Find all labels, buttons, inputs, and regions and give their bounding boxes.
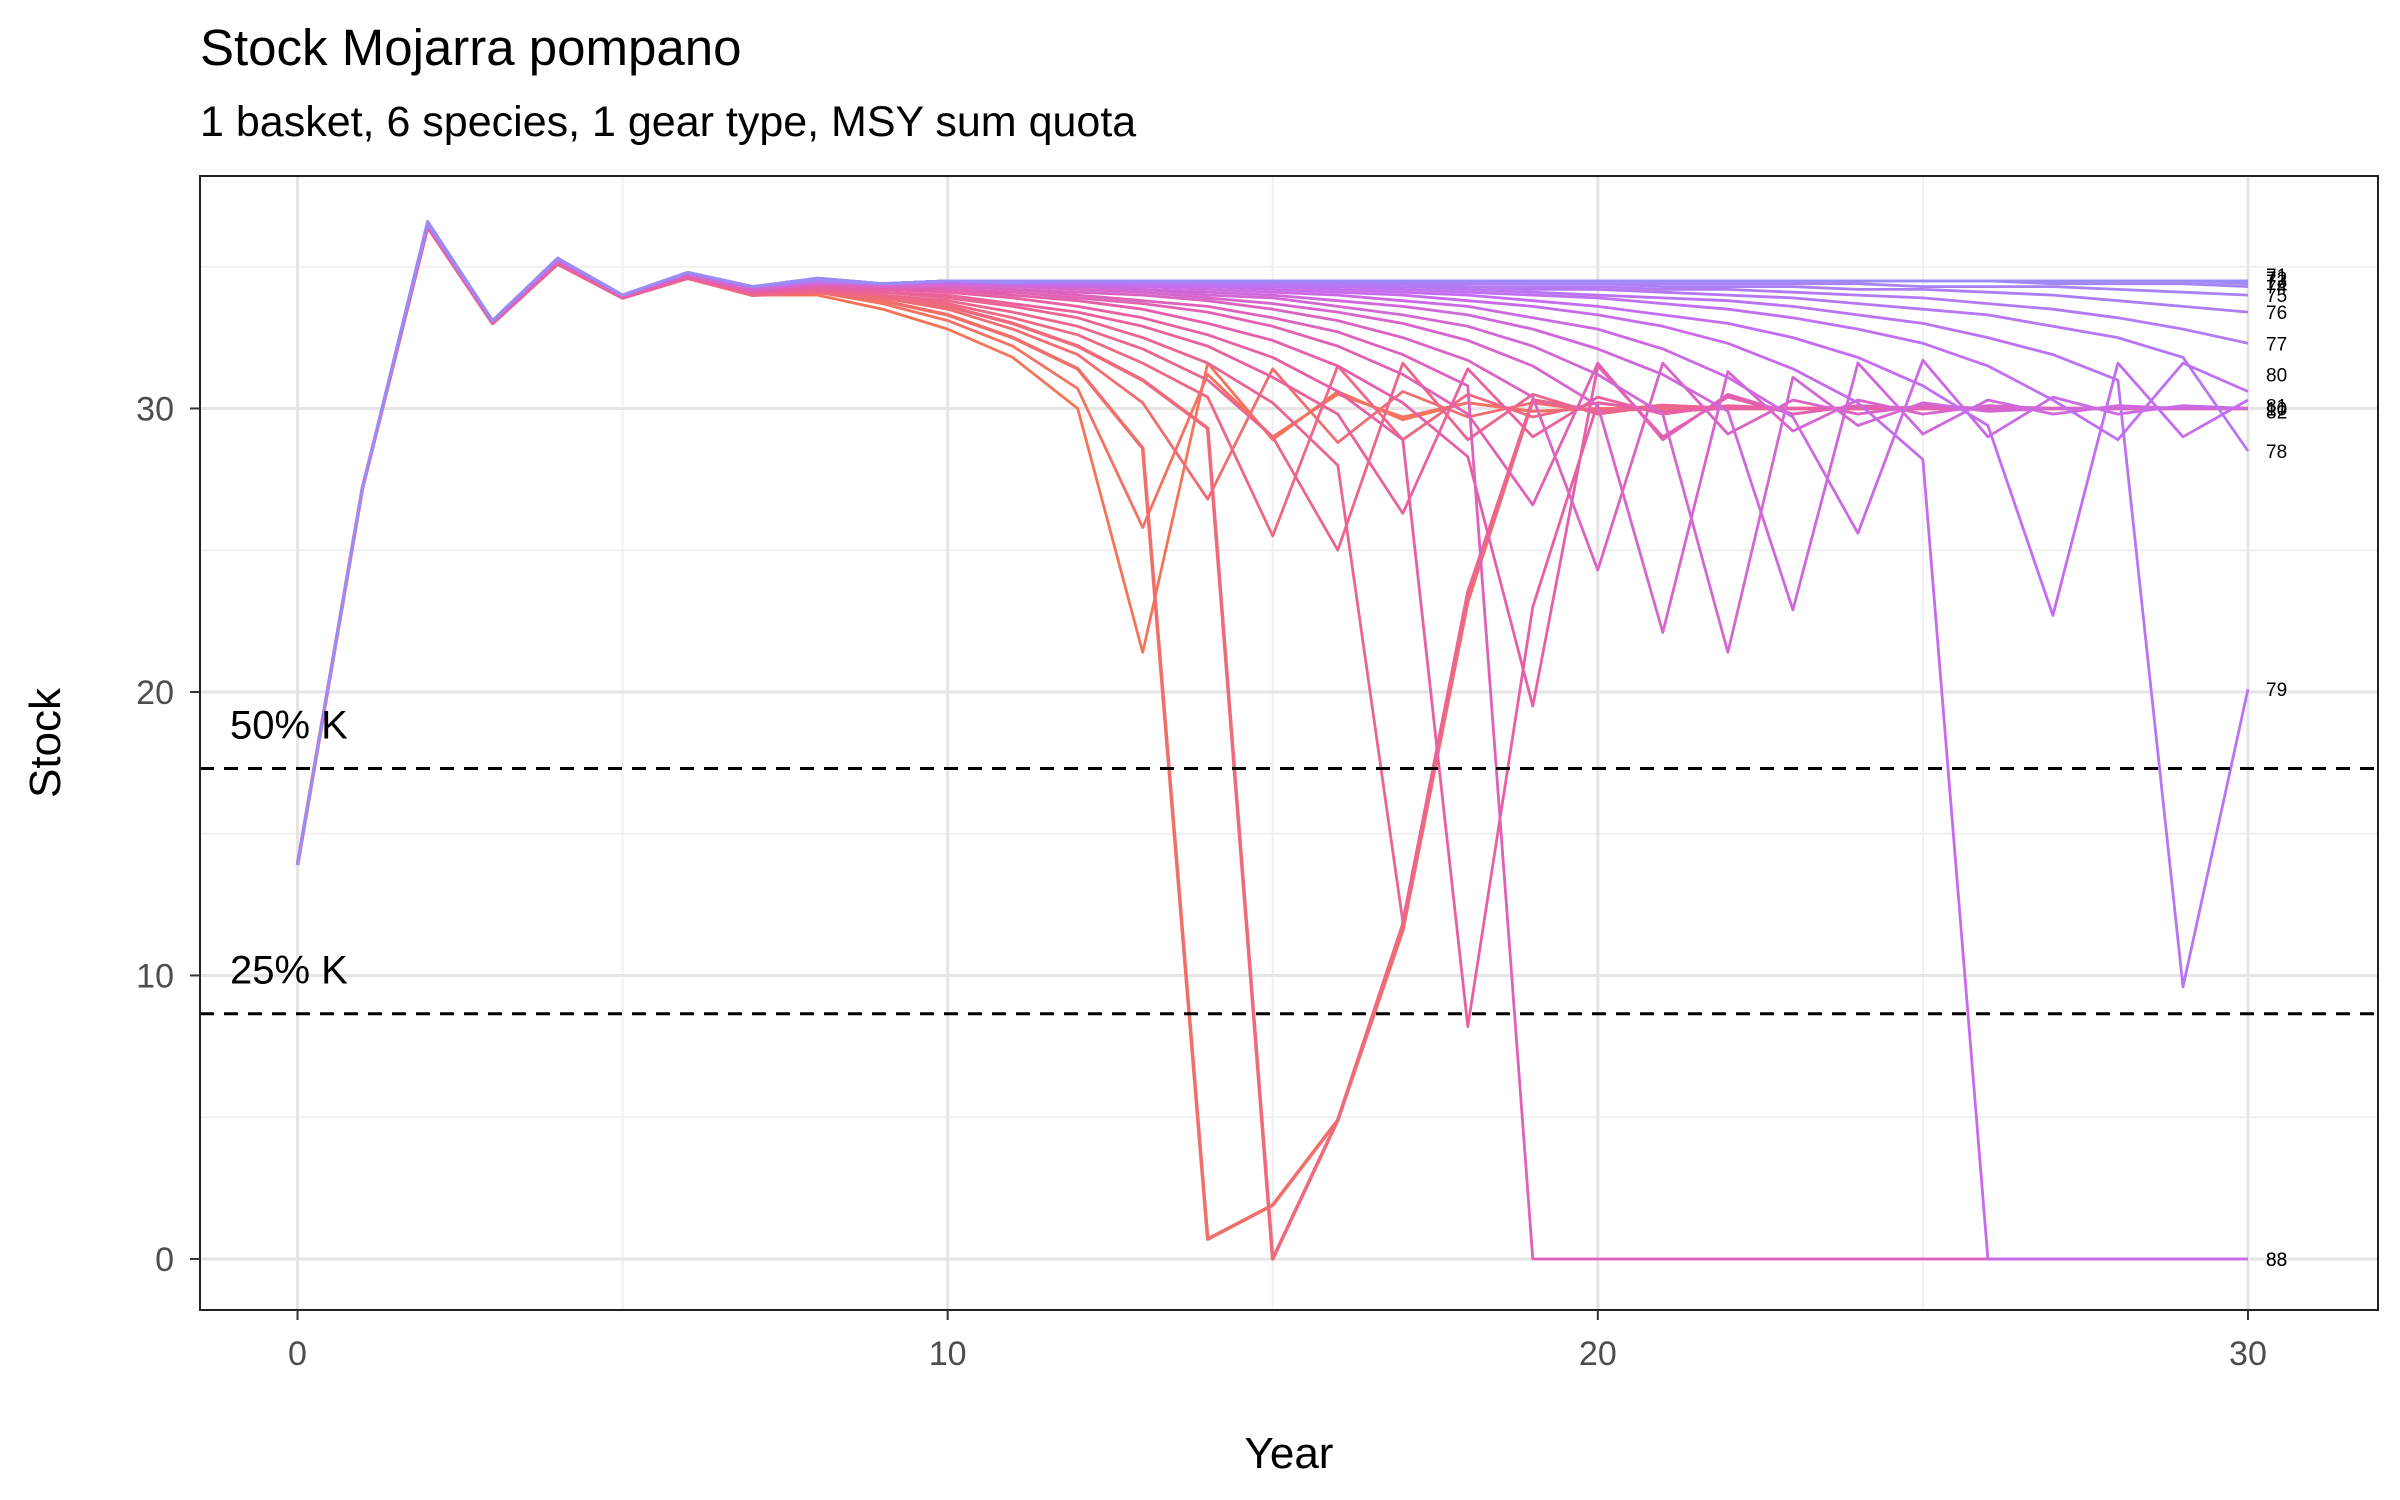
series-end-label: 82	[2266, 402, 2287, 423]
reference-line-label: 25% K	[230, 949, 348, 993]
y-tick-label: 20	[136, 674, 174, 712]
chart-title: Stock Mojarra pompano	[200, 19, 742, 76]
series-end-label: 77	[2266, 334, 2287, 355]
series-end-label: 76	[2266, 303, 2287, 324]
y-tick-label: 0	[155, 1241, 174, 1279]
series-end-label: 74	[2266, 278, 2288, 299]
series-end-label: 71	[2266, 266, 2287, 287]
series-line	[296, 219, 2248, 866]
y-tick-label: 10	[136, 957, 174, 995]
series-end-label: 81	[2266, 397, 2287, 418]
series-end-label: 10	[2266, 399, 2287, 420]
series-end-label: 80	[2266, 365, 2287, 386]
y-tick-label: 30	[136, 390, 174, 428]
axes: 0 10 20 30 0 10 20 30	[136, 390, 2267, 1373]
series-end-label: 72	[2266, 269, 2287, 290]
x-tick-label: 0	[288, 1335, 307, 1373]
reference-lines: 50% K 25% K	[200, 704, 2378, 1016]
y-axis-title: Stock	[21, 687, 70, 798]
grid-lines	[200, 176, 2378, 1310]
series-end-label: 83	[2266, 1250, 2287, 1271]
x-axis-title: Year	[1245, 1429, 1334, 1478]
chart-subtitle: 1 basket, 6 species, 1 gear type, MSY su…	[200, 98, 1137, 146]
x-tick-label: 20	[1579, 1335, 1617, 1373]
x-tick-label: 10	[929, 1335, 967, 1373]
reference-line-label: 50% K	[230, 704, 348, 748]
x-tick-label: 30	[2229, 1335, 2267, 1373]
series-end-label: 79	[2266, 680, 2287, 701]
series-lines	[295, 219, 2250, 1261]
series-end-label: 75	[2266, 286, 2287, 307]
panel-border	[199, 175, 2379, 1311]
series-end-label: 73	[2266, 272, 2287, 293]
series-end-label: 78	[2266, 442, 2287, 463]
series-end-label: 88	[2266, 1250, 2287, 1271]
